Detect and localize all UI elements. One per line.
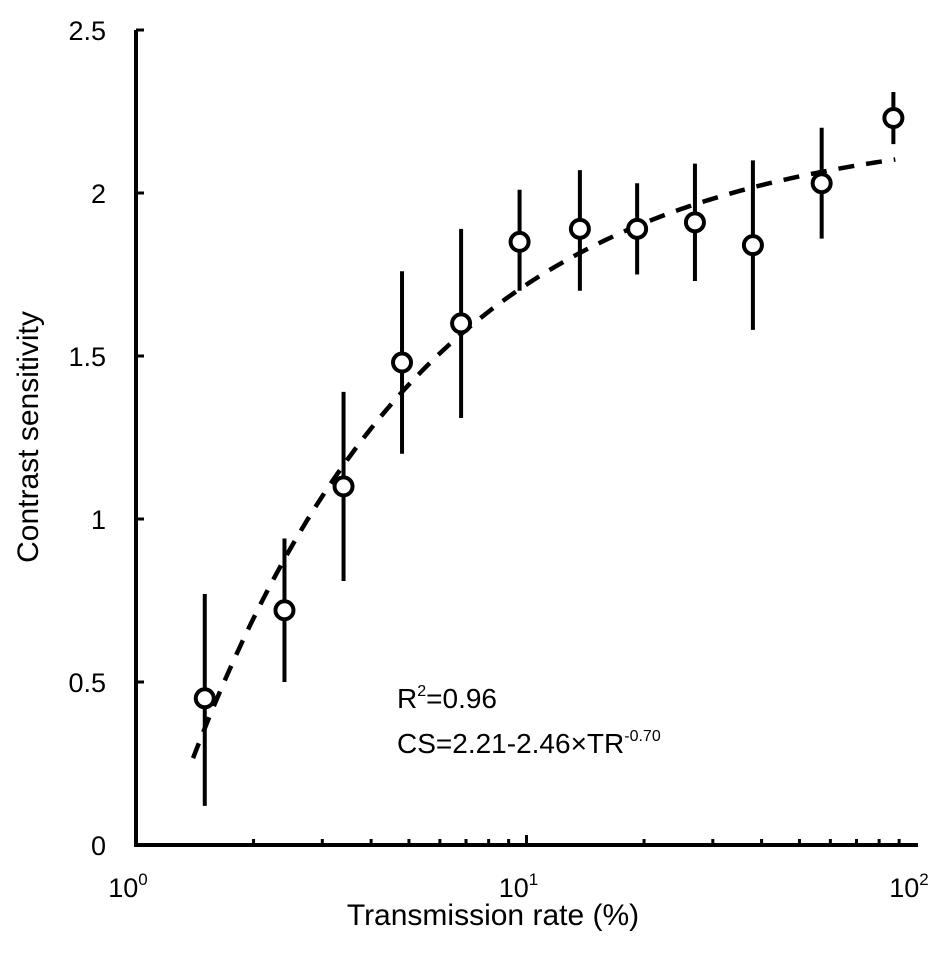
fit-equation-exponent: -0.70 — [624, 728, 661, 745]
data-point — [391, 351, 414, 374]
tick-marks — [134, 28, 901, 847]
data-point — [683, 211, 706, 234]
x-tick-label: 100 — [108, 870, 148, 903]
data-point — [273, 599, 296, 622]
data-point — [332, 475, 355, 498]
y-tick-label: 0.5 — [68, 668, 106, 698]
y-tick-label: 0 — [91, 831, 106, 861]
y-tick-label: 2 — [91, 179, 106, 209]
y-axis-title: Contrast sensitivity — [12, 311, 45, 563]
data-point — [810, 172, 833, 195]
data-point — [741, 234, 764, 257]
r-squared-label: R2=0.96 — [397, 683, 497, 714]
fit-equation-label: CS=2.21-2.46×TR-0.70 — [397, 728, 661, 759]
data-point — [508, 230, 531, 253]
fit-equation-main: CS=2.21-2.46×TR — [397, 728, 624, 759]
data-point — [193, 687, 216, 710]
data-point — [882, 107, 905, 130]
data-point — [450, 312, 473, 335]
tick-labels: 0 0.5 1 1.5 2 2.5 100 101 102 — [68, 16, 928, 903]
r-squared-value: =0.96 — [426, 683, 497, 714]
y-tick-label: 1.5 — [68, 342, 106, 372]
fit-annotation: R2=0.96 CS=2.21-2.46×TR-0.70 — [397, 683, 661, 759]
data-point — [626, 217, 649, 240]
x-tick-label: 101 — [499, 870, 539, 903]
fit-curve-group — [190, 157, 896, 760]
error-bars — [202, 91, 896, 806]
r-squared-prefix: R — [397, 683, 417, 714]
x-axis-title: Transmission rate (%) — [347, 899, 639, 932]
axes — [134, 30, 918, 847]
fit-curve — [190, 157, 896, 760]
data-point — [568, 217, 591, 240]
r-squared-superscript: 2 — [417, 683, 426, 700]
data-points — [193, 107, 905, 710]
x-tick-label: 102 — [889, 870, 929, 903]
y-tick-label: 2.5 — [68, 16, 106, 46]
y-tick-label: 1 — [91, 505, 106, 535]
